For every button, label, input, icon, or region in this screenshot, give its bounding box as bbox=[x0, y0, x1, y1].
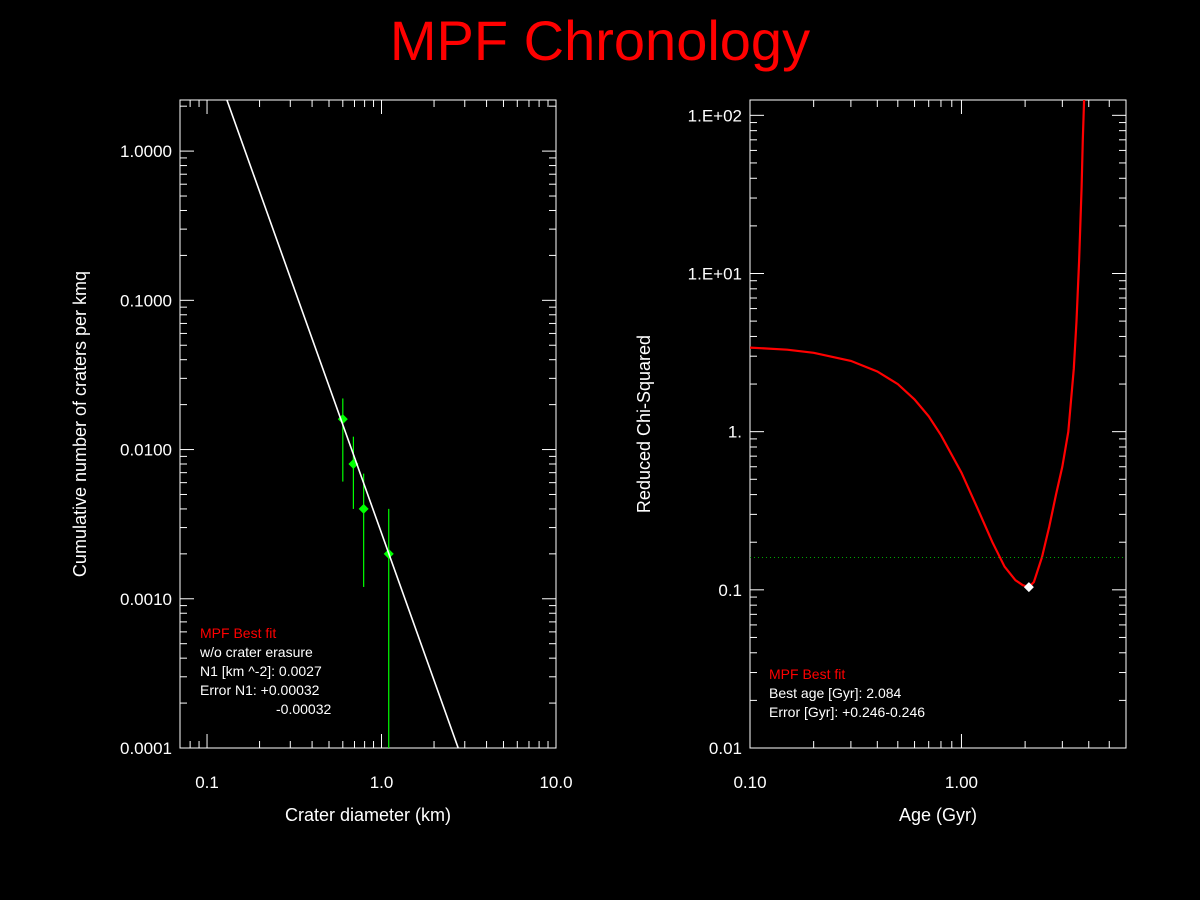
crater-x-tick-label: 10.0 bbox=[539, 773, 572, 792]
crater-plot-frame bbox=[179, 99, 557, 749]
crater-y-tick-label: 0.0100 bbox=[120, 441, 172, 460]
crater-annotation: w/o crater erasure bbox=[199, 644, 313, 660]
crater-y-tick-label: 0.0001 bbox=[120, 739, 172, 758]
crater-y-tick-label: 1.0000 bbox=[120, 142, 172, 161]
crater-annotation: -0.00032 bbox=[276, 701, 331, 717]
crater-x-tick-label: 0.1 bbox=[195, 773, 219, 792]
chi-y-tick-label: 0.01 bbox=[709, 739, 742, 758]
page-title: MPF Chronology bbox=[389, 9, 811, 72]
crater-data-point bbox=[358, 503, 369, 514]
chi-y-tick-label: 1. bbox=[728, 423, 742, 442]
crater-annotation: MPF Best fit bbox=[200, 625, 276, 641]
chi-y-tick-label: 1.E+02 bbox=[688, 106, 742, 125]
crater-y-tick-label: 0.1000 bbox=[120, 291, 172, 310]
chi-x-axis-label: Age (Gyr) bbox=[899, 805, 977, 825]
best-age-marker bbox=[1023, 582, 1034, 593]
crater-x-tick-label: 1.0 bbox=[370, 773, 394, 792]
crater-x-axis-label: Crater diameter (km) bbox=[285, 805, 451, 825]
crater-annotation: Error N1: +0.00032 bbox=[200, 682, 320, 698]
chi-annotation: MPF Best fit bbox=[769, 666, 845, 682]
chi-annotation: Error [Gyr]: +0.246-0.246 bbox=[769, 704, 925, 720]
chi-y-tick-label: 1.E+01 bbox=[688, 264, 742, 283]
chi-x-tick-label: 0.10 bbox=[733, 773, 766, 792]
chi-y-axis-label: Reduced Chi-Squared bbox=[634, 335, 654, 513]
chi-x-tick-label: 1.00 bbox=[945, 773, 978, 792]
chi-squared-curve bbox=[750, 100, 1086, 589]
crater-annotation: N1 [km ^-2]: 0.0027 bbox=[200, 663, 322, 679]
crater-fit-line bbox=[226, 100, 459, 748]
chi-y-tick-label: 0.1 bbox=[718, 581, 742, 600]
chi-plot-frame bbox=[749, 99, 1127, 749]
crater-y-tick-label: 0.0010 bbox=[120, 590, 172, 609]
chi-annotation: Best age [Gyr]: 2.084 bbox=[769, 685, 902, 701]
crater-y-axis-label: Cumulative number of craters per kmq bbox=[70, 271, 90, 577]
